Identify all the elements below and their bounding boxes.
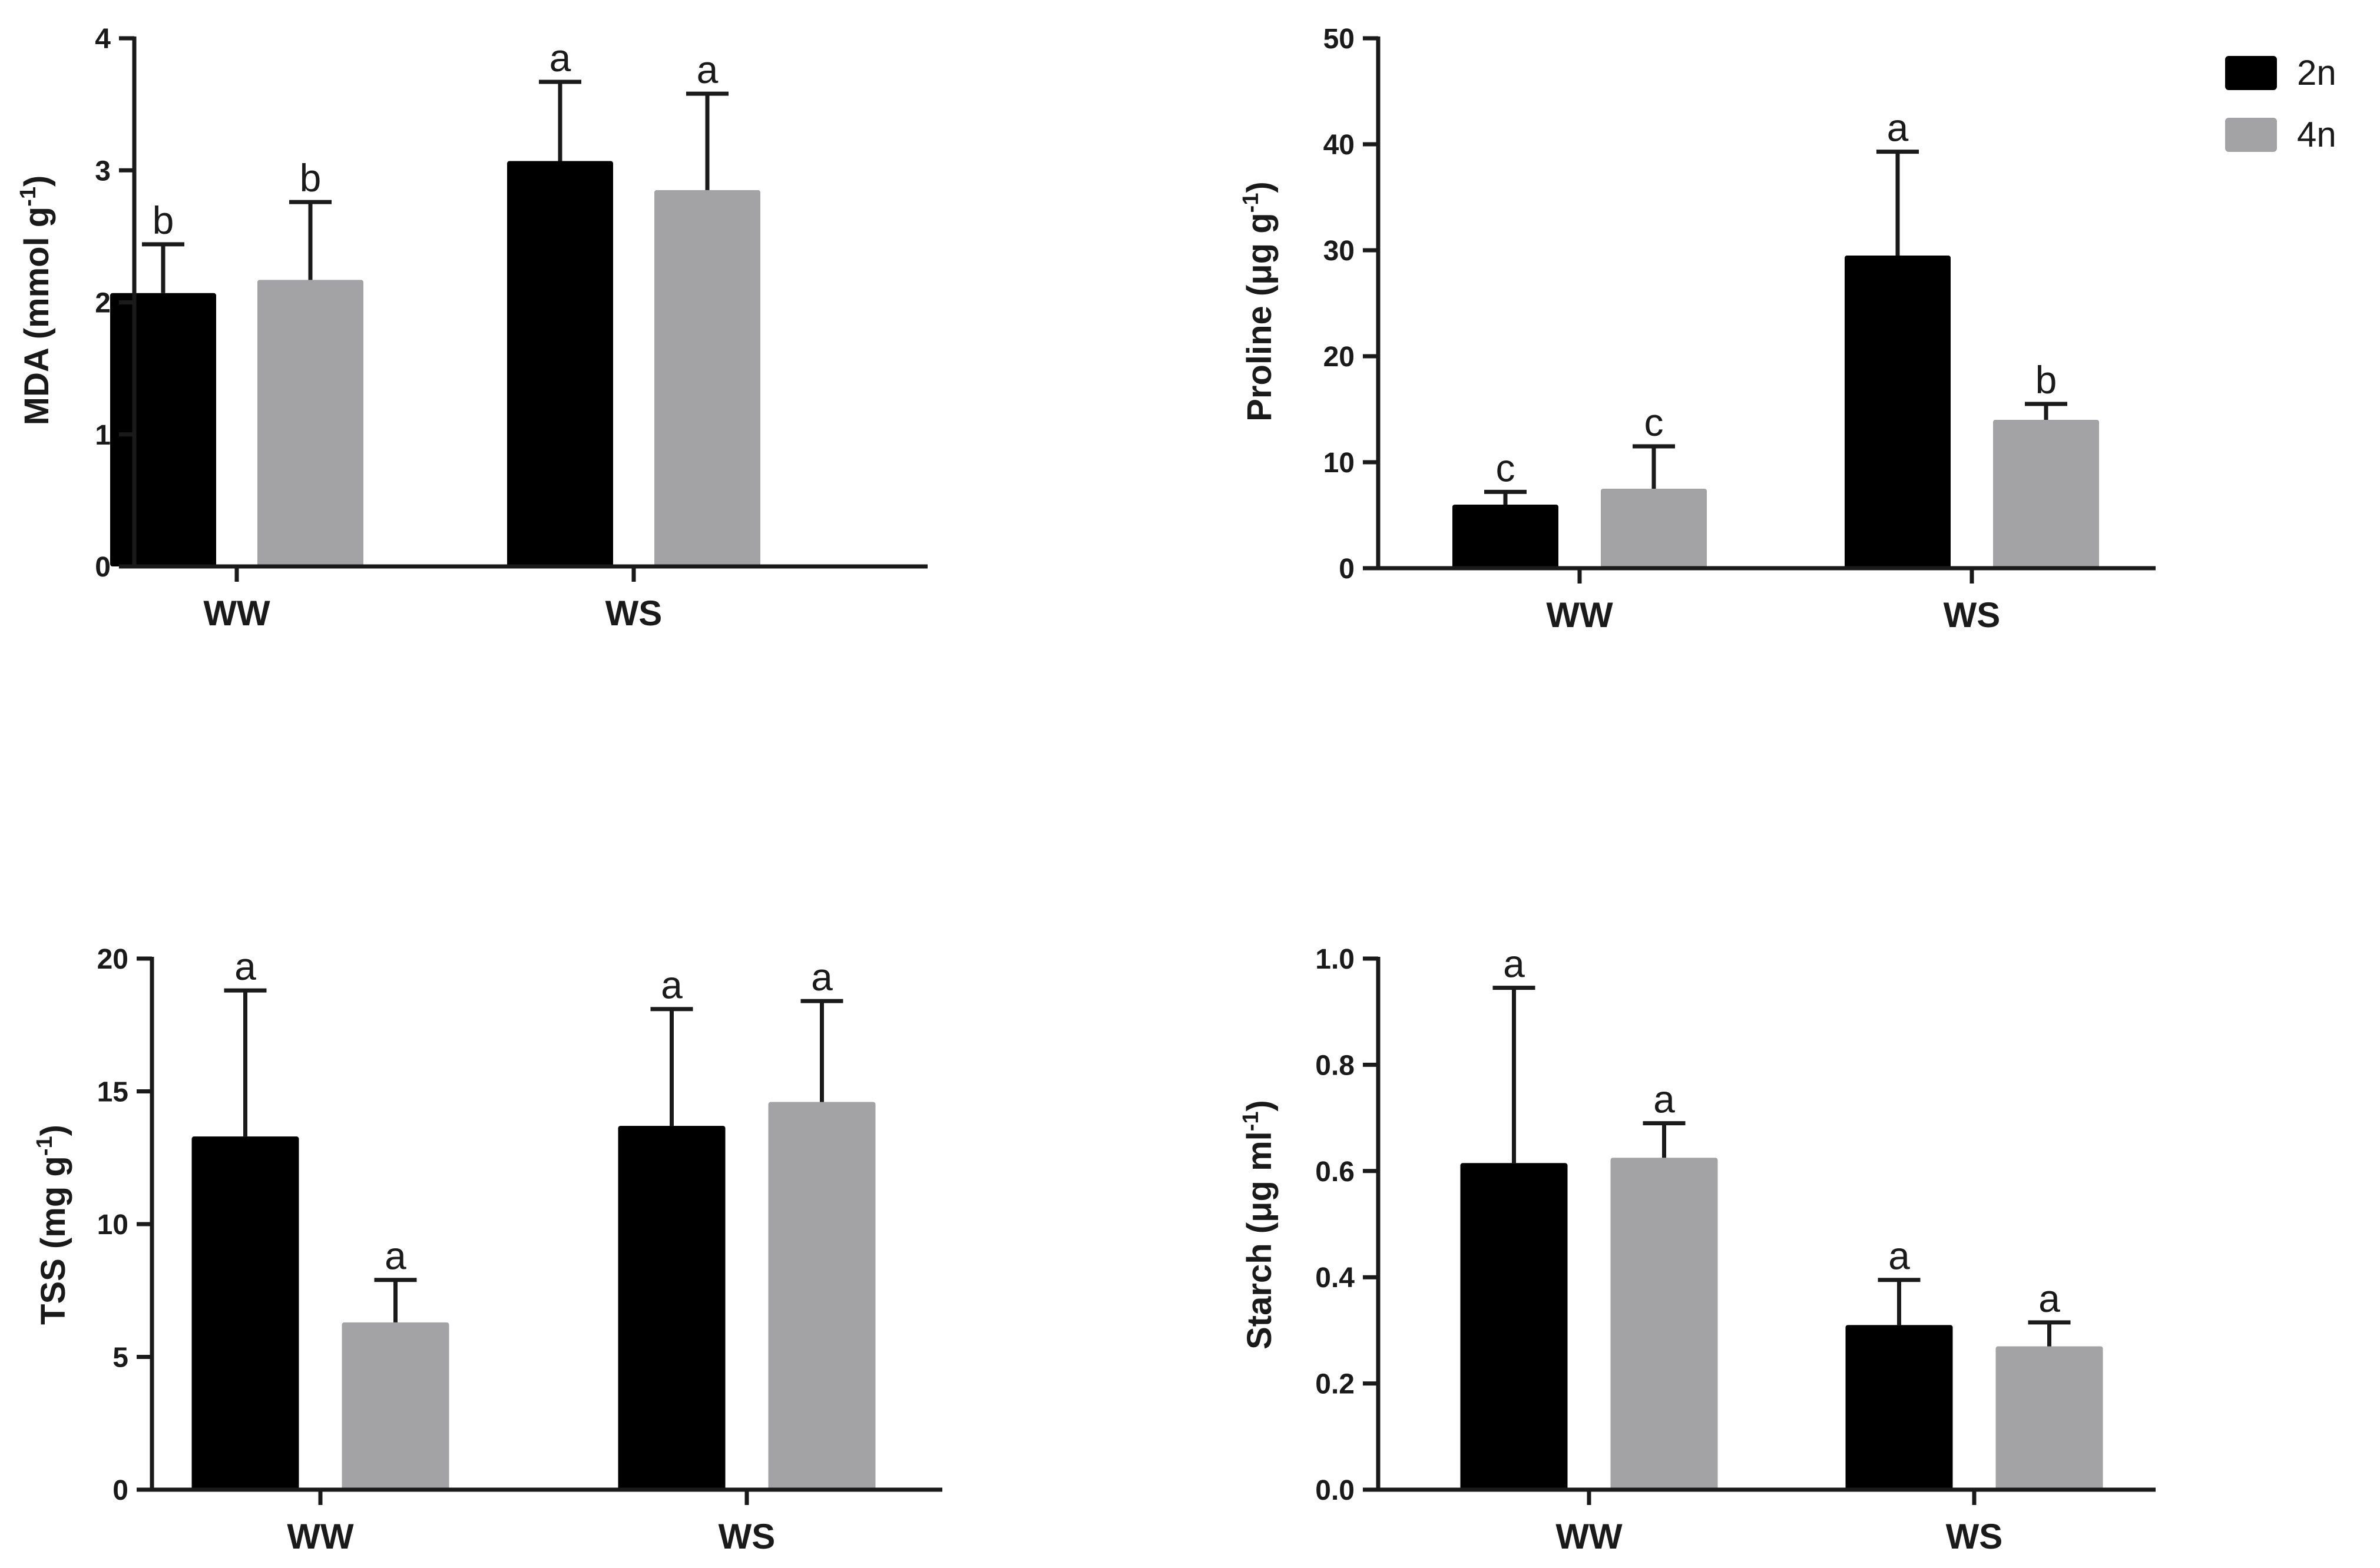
panel-mda: MDA (mmol g-1) 0 1 2 3 4 WW WS b b a a (16, 24, 928, 633)
y-tick-label: 5 (112, 1342, 128, 1374)
bar-2n-ww (1452, 505, 1558, 568)
panel-proline: Proline (μg g-1) 0 10 20 30 40 50 WW WS … (1239, 24, 2156, 635)
significance-letter: c (1496, 446, 1515, 489)
panel-proline-significance: c c a b (1496, 106, 2057, 490)
significance-letter: b (153, 198, 174, 242)
category-label-ww: WW (203, 594, 270, 633)
y-tick-label: 1.0 (1315, 944, 1355, 975)
bar-4n-ww (1601, 489, 1707, 568)
panel-proline-categories: WW WS (1546, 595, 2000, 635)
y-tick-label: 0.2 (1315, 1369, 1355, 1400)
category-label-ws: WS (719, 1517, 776, 1556)
panel-tss-significance: a a a a (234, 944, 833, 1278)
y-tick-label: 3 (95, 155, 111, 187)
panel-starch-ylabel: Starch (μg ml-1) (1239, 1100, 1279, 1350)
category-label-ww: WW (1546, 595, 1613, 635)
y-tick-label: 0.0 (1315, 1475, 1355, 1506)
y-tick-label: 1 (95, 420, 111, 451)
bar-2n-ww (191, 1136, 299, 1490)
legend-label-2n: 2n (2297, 53, 2336, 92)
bar-4n-ws (1995, 1346, 2103, 1490)
significance-letter: b (2035, 358, 2057, 402)
y-tick-label: 0 (95, 552, 111, 583)
y-tick-label: 15 (97, 1077, 128, 1108)
category-label-ww: WW (287, 1517, 354, 1556)
panel-starch: Starch (μg ml-1) 0.0 0.2 0.4 0.6 0.8 1.0… (1239, 942, 2156, 1556)
panel-mda-axes (119, 36, 928, 582)
panel-mda-categories: WW WS (203, 594, 662, 633)
panel-mda-ylabel: MDA (mmol g-1) (16, 175, 56, 426)
significance-letter: a (811, 955, 833, 999)
panel-proline-axes (1363, 36, 2156, 584)
panel-tss-yticks: 0 5 10 15 20 (97, 944, 128, 1506)
significance-letter: a (697, 48, 719, 91)
bar-2n-ws (507, 161, 613, 566)
category-label-ww: WW (1555, 1517, 1623, 1556)
legend: 2n 4n (2225, 53, 2336, 154)
panel-tss-bars (191, 988, 876, 1490)
panel-tss: TSS (mg g-1) 0 5 10 15 20 WW WS a a a a (32, 944, 942, 1556)
y-tick-label: 0 (1339, 553, 1355, 585)
y-tick-label: 2 (95, 288, 111, 319)
significance-letter: a (385, 1234, 406, 1278)
panel-starch-yticks: 0.0 0.2 0.4 0.6 0.8 1.0 (1315, 944, 1355, 1506)
panel-tss-categories: WW WS (287, 1517, 775, 1556)
bar-2n-ws (1845, 256, 1951, 568)
bar-2n-ww (110, 293, 216, 566)
panel-mda-significance: b b a a (153, 36, 719, 242)
panel-mda-bars (110, 79, 760, 566)
legend-swatch-4n (2225, 118, 2277, 152)
bar-2n-ww (1460, 1163, 1568, 1490)
y-tick-label: 10 (97, 1209, 128, 1241)
y-tick-label: 0 (112, 1475, 128, 1506)
legend-swatch-2n (2225, 56, 2277, 90)
y-tick-label: 0.6 (1315, 1156, 1355, 1188)
bar-4n-ws (768, 1102, 876, 1490)
y-tick-label: 40 (1323, 130, 1355, 161)
significance-letter: a (1503, 942, 1525, 986)
significance-letter: a (2038, 1277, 2060, 1320)
significance-letter: a (661, 963, 683, 1007)
legend-label-4n: 4n (2297, 115, 2336, 154)
panel-proline-ylabel: Proline (μg g-1) (1239, 181, 1279, 422)
bar-2n-ws (1845, 1325, 1953, 1490)
y-tick-label: 0.8 (1315, 1050, 1355, 1081)
bar-4n-ww (342, 1322, 449, 1490)
bar-4n-ws (654, 190, 760, 566)
bar-4n-ws (1993, 420, 2099, 568)
significance-letter: c (1644, 400, 1664, 444)
y-tick-label: 10 (1323, 447, 1355, 479)
significance-letter: a (1888, 1234, 1910, 1278)
bar-4n-ww (257, 280, 363, 566)
panel-tss-axes (137, 956, 942, 1505)
panel-starch-categories: WW WS (1555, 1517, 2002, 1556)
significance-letter: a (1653, 1078, 1675, 1121)
panel-starch-significance: a a a a (1503, 942, 2060, 1320)
panel-starch-bars (1460, 986, 2103, 1490)
y-tick-label: 30 (1323, 236, 1355, 267)
category-label-ws: WS (1944, 595, 2001, 635)
y-tick-label: 20 (1323, 342, 1355, 373)
panel-proline-yticks: 0 10 20 30 40 50 (1323, 24, 1355, 585)
category-label-ws: WS (605, 594, 663, 633)
significance-letter: b (300, 156, 322, 200)
bar-2n-ws (618, 1126, 726, 1490)
panel-starch-axes (1363, 956, 2156, 1505)
panel-tss-ylabel: TSS (mg g-1) (32, 1125, 72, 1325)
y-tick-label: 20 (97, 944, 128, 975)
category-label-ws: WS (1946, 1517, 2003, 1556)
panel-mda-yticks: 0 1 2 3 4 (95, 24, 111, 583)
bar-4n-ww (1610, 1158, 1718, 1490)
significance-letter: a (234, 944, 256, 988)
y-tick-label: 50 (1323, 24, 1355, 55)
significance-letter: a (550, 36, 571, 79)
panel-proline-bars (1452, 150, 2099, 568)
significance-letter: a (1887, 106, 1909, 150)
y-tick-label: 4 (95, 24, 111, 55)
y-tick-label: 0.4 (1315, 1262, 1355, 1294)
